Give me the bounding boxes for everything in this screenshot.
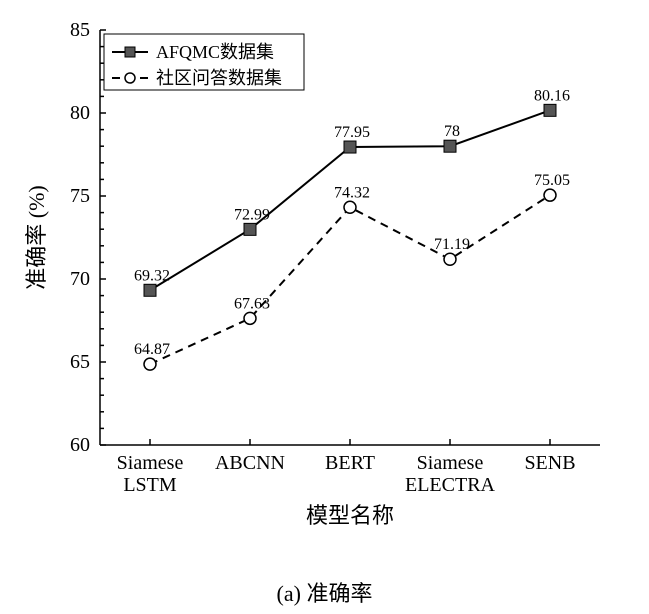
marker-circle [244, 312, 256, 324]
y-tick-label: 60 [70, 434, 90, 456]
y-tick-label: 70 [70, 268, 90, 290]
data-label: 71.19 [434, 236, 470, 253]
legend-marker [125, 47, 135, 57]
data-label: 75.05 [534, 172, 570, 189]
data-label: 69.32 [134, 267, 170, 284]
y-tick-label: 75 [70, 185, 90, 207]
x-axis-label: 模型名称 [306, 503, 394, 528]
x-tick-label: ABCNN [215, 452, 285, 474]
x-tick-label: SENB [524, 452, 575, 474]
marker-circle [344, 201, 356, 213]
marker-square [244, 223, 256, 235]
x-tick-label: ELECTRA [405, 474, 496, 496]
y-tick-label: 65 [70, 351, 90, 373]
data-label: 72.99 [234, 206, 270, 223]
y-tick-label: 85 [70, 19, 90, 41]
data-label: 78 [444, 123, 460, 140]
x-tick-label: Siamese [417, 452, 484, 474]
data-label: 80.16 [534, 87, 570, 104]
marker-circle [544, 189, 556, 201]
data-label: 77.95 [334, 124, 370, 141]
legend-marker [125, 73, 135, 83]
marker-circle [444, 253, 456, 265]
marker-square [544, 104, 556, 116]
chart-container: { "chart": { "type": "line", "width_px":… [0, 0, 649, 614]
marker-square [344, 141, 356, 153]
x-tick-label: Siamese [117, 452, 184, 474]
marker-square [444, 140, 456, 152]
x-tick-label: LSTM [123, 474, 177, 496]
data-label: 74.32 [334, 184, 370, 201]
series-line-1 [150, 195, 550, 364]
y-axis-label: 准确率 (%) [24, 185, 49, 289]
marker-square [144, 284, 156, 296]
y-tick-label: 80 [70, 102, 90, 124]
data-label: 67.63 [234, 295, 270, 312]
data-label: 64.87 [134, 341, 170, 358]
legend-label: AFQMC数据集 [156, 42, 274, 62]
chart-caption: (a) 准确率 [0, 576, 649, 608]
x-tick-label: BERT [325, 452, 375, 474]
legend-label: 社区问答数据集 [156, 68, 282, 88]
line-chart: 606570758085SiameseLSTMABCNNBERTSiameseE… [0, 0, 649, 614]
marker-circle [144, 358, 156, 370]
